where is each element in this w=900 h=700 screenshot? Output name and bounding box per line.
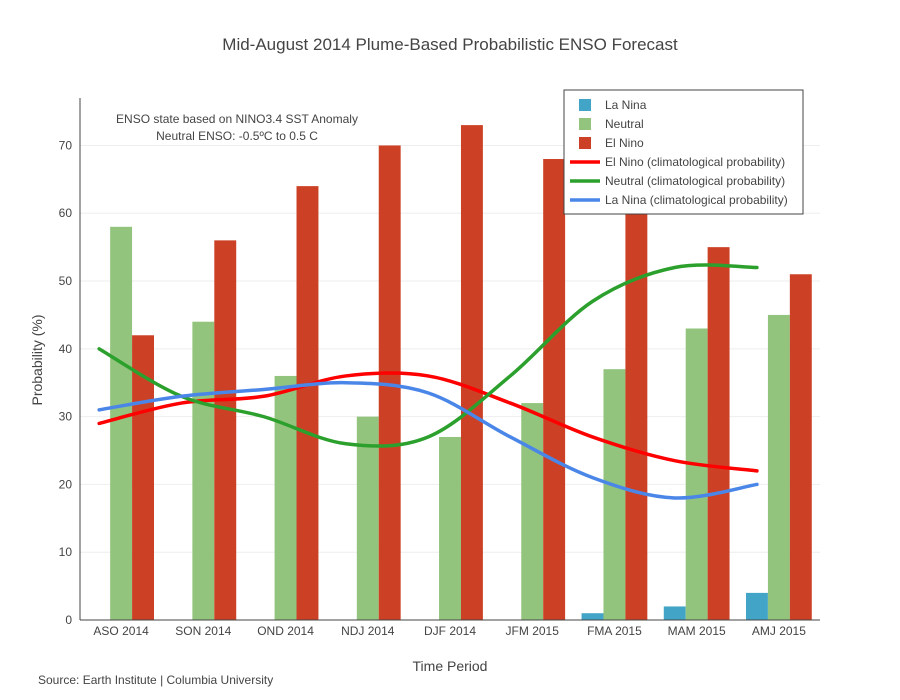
- bar-neutral: [274, 375, 297, 620]
- bar-neutral: [192, 321, 215, 620]
- bar-la-nina: [746, 592, 768, 620]
- bar-neutral: [110, 226, 133, 621]
- legend-swatch: [579, 118, 591, 130]
- bar-neutral: [685, 328, 708, 620]
- y-tick-label: 10: [59, 545, 73, 559]
- line-el-nino-climatological-probability: [97, 371, 759, 473]
- legend-swatch: [579, 137, 591, 149]
- bar-el-nino: [543, 159, 566, 620]
- bar-neutral: [521, 403, 544, 620]
- y-tick-label: 50: [59, 274, 73, 288]
- line-neutral-climatological-probability: [97, 263, 759, 448]
- axes: 0 10 20 30 40 50 60 70 ASO 2014 SON 2014 OND 2014 N…: [59, 98, 820, 638]
- legend-label: El Nino (climatological probability): [605, 155, 785, 169]
- bar-la-nina: [663, 606, 686, 620]
- x-tick-label: SON 2014: [175, 624, 231, 638]
- bar-el-nino: [625, 199, 648, 621]
- bars-layer: [110, 125, 812, 621]
- bar-el-nino: [789, 274, 812, 620]
- legend-label: La Nina: [605, 98, 647, 112]
- x-tick-label: NDJ 2014: [341, 624, 395, 638]
- legend-box: [563, 89, 804, 215]
- bar-el-nino: [214, 240, 237, 620]
- annotation-line-1: ENSO state based on NINO3.4 SST Anomaly: [116, 112, 358, 126]
- bar-el-nino: [707, 247, 730, 620]
- y-tick-label: 30: [59, 410, 73, 424]
- bar-el-nino: [460, 125, 483, 620]
- x-tick-label: MAM 2015: [668, 624, 726, 638]
- chart-title: Mid-August 2014 Plume-Based Probabilisti…: [222, 35, 678, 54]
- x-tick-label: FMA 2015: [587, 624, 642, 638]
- line-la-nina-climatological-probability: [97, 380, 759, 500]
- bar-la-nina: [581, 613, 604, 620]
- bar-neutral: [767, 314, 790, 620]
- x-axis-title: Time Period: [413, 658, 488, 674]
- y-tick-label: 70: [59, 138, 73, 152]
- x-tick-label: AMJ 2015: [752, 624, 806, 638]
- x-tick-label: ASO 2014: [93, 624, 149, 638]
- bar-el-nino: [132, 335, 154, 620]
- bar-neutral: [439, 436, 461, 620]
- y-tick-label: 0: [65, 613, 72, 627]
- y-tick-label: 40: [59, 342, 73, 356]
- y-axis-title: Probability (%): [29, 314, 45, 405]
- legend-label: Neutral (climatological probability): [605, 174, 785, 188]
- bar-neutral: [603, 369, 626, 620]
- legend: La Nina Neutral El Nino El Nino (climatolog…: [563, 89, 804, 215]
- legend-label: Neutral: [605, 117, 644, 131]
- bar-el-nino: [378, 145, 401, 621]
- bar-el-nino: [296, 186, 319, 620]
- legend-label: El Nino: [605, 136, 644, 150]
- x-tick-label: JFM 2015: [506, 624, 560, 638]
- y-tick-label: 60: [59, 206, 73, 220]
- x-tick-label: OND 2014: [257, 624, 314, 638]
- legend-label: La Nina (climatological probability): [605, 193, 788, 207]
- x-tick-label: DJF 2014: [424, 624, 476, 638]
- y-tick-label: 20: [59, 477, 73, 491]
- legend-swatch: [579, 99, 591, 111]
- source-footer: Source: Earth Institute | Columbia Unive…: [38, 673, 273, 687]
- bar-neutral: [356, 416, 379, 620]
- lines-layer: [97, 263, 759, 500]
- annotation-line-2: Neutral ENSO: -0.5ºC to 0.5 C: [156, 129, 318, 143]
